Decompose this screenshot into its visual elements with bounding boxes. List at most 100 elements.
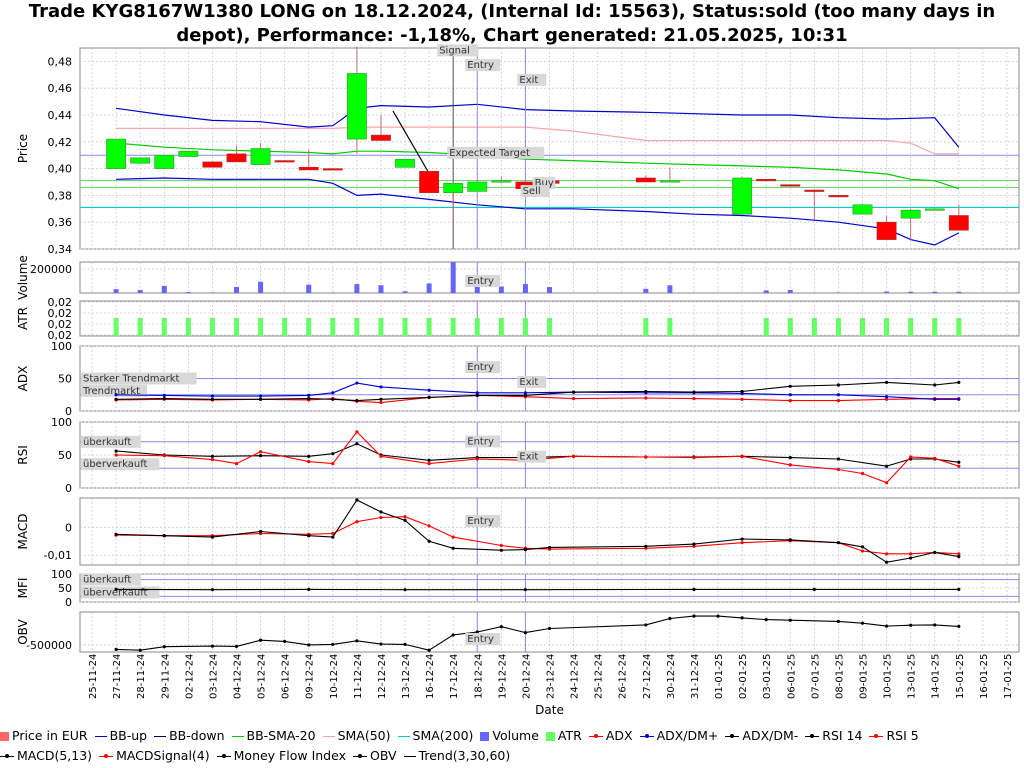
mfi-line-point bbox=[957, 587, 961, 592]
candle bbox=[154, 154, 175, 169]
legend-swatch bbox=[480, 732, 490, 741]
dmplus-line-point bbox=[957, 397, 961, 401]
rsi14-line-point bbox=[355, 442, 359, 446]
dmminus-line-point bbox=[523, 393, 528, 397]
volume-bar bbox=[450, 262, 456, 293]
adx-line-point bbox=[788, 399, 792, 403]
dmminus-line-point bbox=[475, 393, 479, 397]
rsi5-line-point bbox=[836, 467, 841, 472]
legend-swatch bbox=[154, 736, 167, 737]
rsi5-line-point bbox=[884, 481, 889, 485]
legend-label: BB-SMA-20 bbox=[246, 728, 316, 743]
obv-axis-label: OBV bbox=[16, 618, 30, 644]
obv-line-point bbox=[644, 623, 648, 627]
legend-swatch bbox=[99, 754, 114, 758]
macd-line-point bbox=[836, 541, 841, 545]
rsi5-line-point bbox=[307, 460, 311, 464]
tick-label: 0,48 bbox=[48, 55, 73, 68]
legend-item: ADX bbox=[588, 726, 633, 746]
atr-bar bbox=[811, 318, 817, 336]
legend-swatch bbox=[869, 734, 884, 738]
atr-axis-label: ATR bbox=[16, 307, 30, 330]
macd-line-point bbox=[957, 555, 961, 559]
obv-line-point bbox=[355, 639, 359, 643]
adx-line-point bbox=[740, 397, 744, 401]
legend-label: Money Flow Index bbox=[233, 748, 346, 763]
volume-bar bbox=[185, 292, 191, 293]
x-tick-label: 01-01-25 bbox=[714, 654, 725, 699]
x-tick-label: 13-01-25 bbox=[907, 654, 918, 699]
dmminus-line-point bbox=[884, 380, 889, 384]
x-tick-label: 17-01-25 bbox=[1003, 654, 1014, 699]
x-tick-label: 15-01-25 bbox=[955, 654, 966, 699]
candle bbox=[491, 180, 512, 183]
rsi5-line-point bbox=[692, 456, 696, 460]
rsi5-line-point bbox=[860, 471, 865, 476]
rsi-exit-tag-bg bbox=[517, 450, 547, 463]
x-tick-label: 03-01-25 bbox=[762, 654, 773, 699]
volume-bar bbox=[209, 292, 215, 293]
legend-swatch bbox=[639, 734, 654, 738]
rsi-level-label-bg bbox=[81, 458, 160, 471]
candle bbox=[250, 148, 271, 165]
rsi14-line-point bbox=[788, 456, 792, 460]
volume-bar bbox=[426, 283, 432, 293]
rsi14-line-point bbox=[307, 454, 311, 458]
legend-item: ADX/DM- bbox=[725, 726, 798, 746]
macd-line-point bbox=[427, 539, 431, 543]
candle bbox=[924, 208, 945, 211]
legend-item: Money Flow Index bbox=[216, 746, 346, 766]
volume-bar bbox=[258, 281, 264, 293]
legend-label: ADX bbox=[605, 728, 633, 743]
legend-swatch bbox=[725, 734, 740, 738]
volume-bar bbox=[787, 290, 793, 293]
tick-label: 100 bbox=[51, 568, 72, 581]
legend-label: OBV bbox=[369, 748, 397, 763]
dmminus-line-point bbox=[114, 397, 118, 401]
volume-bar bbox=[908, 291, 914, 293]
x-tick-label: 14-01-25 bbox=[931, 654, 942, 699]
macd-line-point bbox=[860, 545, 865, 549]
legend-swatch bbox=[805, 734, 820, 738]
rsi14-line-point bbox=[114, 449, 118, 453]
x-tick-label: 13-12-24 bbox=[401, 654, 412, 699]
macd-signal-line-point bbox=[403, 515, 407, 519]
adx-level-label-bg bbox=[81, 372, 197, 385]
legend-item: Trend(3,30,60) bbox=[403, 746, 510, 766]
rsi14-line-point bbox=[836, 457, 841, 461]
legend-item: MACDSignal(4) bbox=[99, 746, 210, 766]
atr-bar bbox=[835, 318, 841, 336]
macd-line-point bbox=[499, 548, 503, 552]
tick-label: 0,42 bbox=[48, 136, 73, 149]
candle bbox=[274, 160, 295, 163]
obv-line-point bbox=[909, 623, 913, 627]
adx-line-point bbox=[644, 396, 648, 400]
candle bbox=[756, 179, 777, 182]
dmplus-line-point bbox=[475, 391, 479, 395]
stock-chart: 0,34 0,36 0,38 0,40 0,42 0,44 0,46 0,48 Price Sig… bbox=[16, 44, 1020, 717]
rsi5-line-point bbox=[788, 463, 792, 467]
legend-swatch bbox=[231, 736, 244, 737]
rsi-level-label: überkauft bbox=[83, 437, 131, 448]
x-tick-label: 25-11-24 bbox=[88, 654, 99, 699]
legend-item: SMA(200) bbox=[397, 726, 473, 746]
candle bbox=[635, 177, 656, 183]
atr-bar bbox=[956, 318, 962, 336]
legend-swatch bbox=[94, 736, 107, 737]
dmplus-line-point bbox=[788, 393, 792, 397]
x-tick-label: 25-12-24 bbox=[594, 654, 605, 699]
macd-signal-line-point bbox=[740, 541, 744, 545]
rsi-level-label-bg bbox=[81, 435, 141, 448]
macd-line-point bbox=[788, 538, 792, 542]
obv-entry-tag-bg bbox=[465, 633, 501, 645]
annotation-buy: Buy bbox=[535, 178, 554, 189]
volume-bar bbox=[378, 285, 384, 293]
tick-label: 0 bbox=[65, 521, 72, 534]
obv-line-point bbox=[523, 630, 528, 635]
candle bbox=[178, 150, 199, 157]
atr-bar bbox=[667, 318, 673, 336]
volume-bar bbox=[763, 290, 769, 293]
rsi5-line-point bbox=[258, 450, 263, 454]
obv-line-point bbox=[210, 644, 215, 648]
rsi5-line-point bbox=[933, 456, 937, 460]
